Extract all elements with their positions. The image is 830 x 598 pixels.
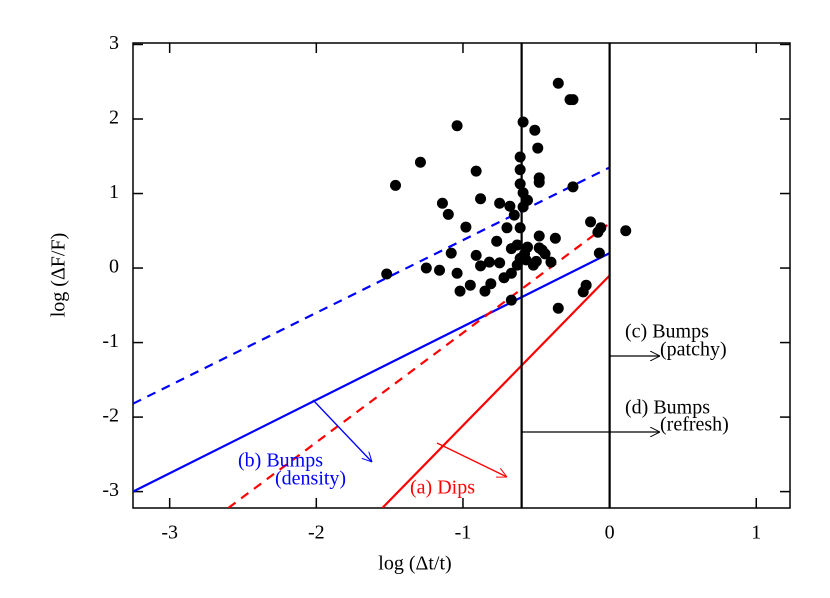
data-point bbox=[552, 302, 564, 314]
data-point bbox=[504, 200, 516, 212]
annotation: (refresh) bbox=[660, 414, 729, 436]
data-point bbox=[479, 285, 491, 297]
y-tick-label: -3 bbox=[102, 479, 119, 501]
data-point bbox=[483, 256, 495, 268]
data-point bbox=[514, 164, 526, 176]
data-point bbox=[442, 208, 454, 220]
arrow bbox=[312, 399, 372, 462]
x-tick-label: 1 bbox=[751, 522, 761, 544]
data-point bbox=[529, 124, 541, 136]
data-point bbox=[445, 247, 457, 259]
data-point bbox=[593, 247, 605, 259]
data-point bbox=[539, 248, 551, 260]
x-axis-label: log (Δt/t) bbox=[378, 553, 451, 575]
data-point bbox=[620, 225, 632, 237]
data-point bbox=[381, 268, 393, 280]
data-point bbox=[514, 222, 526, 234]
data-point bbox=[532, 142, 544, 154]
y-tick-label: 1 bbox=[109, 181, 119, 203]
data-point bbox=[514, 178, 526, 190]
data-point bbox=[505, 294, 517, 306]
arrow bbox=[436, 442, 507, 477]
x-tick-label: -2 bbox=[308, 522, 325, 544]
data-point bbox=[567, 94, 579, 106]
annotation: (d) Bumps bbox=[625, 397, 710, 419]
reference-line bbox=[133, 252, 611, 493]
data-point bbox=[470, 249, 482, 261]
x-tick-label: -3 bbox=[161, 522, 178, 544]
data-point bbox=[501, 222, 513, 234]
plot-frame bbox=[132, 42, 791, 509]
annotation: (b) Bumps bbox=[238, 450, 323, 472]
data-point bbox=[464, 279, 476, 291]
data-point bbox=[514, 151, 526, 163]
data-point bbox=[508, 209, 520, 221]
data-point bbox=[491, 235, 503, 247]
data-point bbox=[434, 264, 446, 276]
data-point bbox=[521, 194, 533, 206]
data-point bbox=[595, 222, 607, 234]
annotation: (density) bbox=[275, 468, 346, 490]
data-point bbox=[475, 193, 487, 205]
data-point bbox=[485, 278, 497, 290]
y-tick-label: -1 bbox=[102, 330, 119, 352]
data-point bbox=[533, 172, 545, 184]
data-point bbox=[580, 279, 592, 291]
data-point bbox=[530, 255, 542, 267]
reference-line bbox=[381, 274, 611, 508]
data-point bbox=[533, 230, 545, 242]
data-point bbox=[521, 241, 533, 253]
data-point bbox=[505, 267, 517, 279]
y-tick-label: 3 bbox=[109, 32, 119, 54]
data-point bbox=[585, 216, 597, 228]
data-point bbox=[420, 262, 432, 274]
data-point bbox=[517, 116, 529, 128]
data-point bbox=[494, 197, 506, 209]
data-point bbox=[436, 197, 448, 209]
reference-line bbox=[133, 166, 611, 405]
data-point bbox=[545, 256, 557, 268]
data-point bbox=[567, 181, 579, 193]
data-point bbox=[414, 156, 426, 168]
data-point bbox=[494, 257, 506, 269]
data-point bbox=[451, 120, 463, 132]
y-axis-label: log (ΔF/F) bbox=[48, 233, 70, 318]
data-point bbox=[552, 77, 564, 89]
x-tick-label: 0 bbox=[605, 522, 615, 544]
data-point bbox=[454, 285, 466, 297]
data-point bbox=[511, 239, 523, 251]
x-tick-label: -1 bbox=[455, 522, 472, 544]
data-point bbox=[390, 179, 402, 191]
y-tick-label: -2 bbox=[102, 405, 119, 427]
annotation: (a) Dips bbox=[410, 477, 475, 499]
annotation: (c) Bumps bbox=[625, 321, 709, 343]
y-tick-label: 0 bbox=[109, 256, 119, 278]
data-point bbox=[460, 221, 472, 233]
data-point bbox=[470, 165, 482, 177]
y-tick-label: 2 bbox=[109, 107, 119, 129]
data-point bbox=[451, 267, 463, 279]
data-point bbox=[549, 232, 561, 244]
data-point bbox=[475, 260, 487, 272]
annotation: (patchy) bbox=[660, 339, 727, 361]
